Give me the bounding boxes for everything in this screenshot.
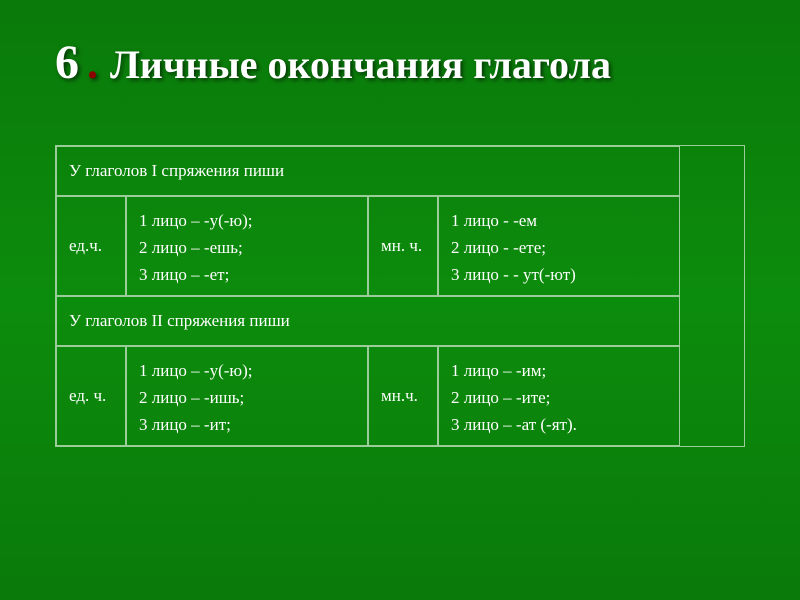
- section2-col2: 1 лицо – -у(-ю); 2 лицо – -ишь; 3 лицо –…: [126, 346, 368, 446]
- section2-header-text: У глаголов II спряжения пиши: [69, 311, 667, 331]
- section2-col4-line1: 2 лицо – -ите;: [451, 384, 667, 411]
- section1-col2-line1: 2 лицо – -ешь;: [139, 234, 355, 261]
- section2-col1-label: ед. ч.: [69, 386, 113, 406]
- title-dot: .: [87, 38, 98, 89]
- section2-col2-line1: 2 лицо – -ишь;: [139, 384, 355, 411]
- section1-col1: ед.ч.: [56, 196, 126, 296]
- title-text: Личные окончания глагола: [110, 41, 611, 88]
- section1-header-text: У глаголов I спряжения пиши: [69, 161, 667, 181]
- section1-col2: 1 лицо – -у(-ю); 2 лицо – -ешь; 3 лицо –…: [126, 196, 368, 296]
- verb-endings-table: У глаголов I спряжения пиши ед.ч. 1 лицо…: [55, 145, 745, 447]
- section2-col4: 1 лицо – -им; 2 лицо – -ите; 3 лицо – -а…: [438, 346, 680, 446]
- section2-col2-line2: 3 лицо – -ит;: [139, 411, 355, 438]
- section1-col2-line2: 3 лицо – -ет;: [139, 261, 355, 288]
- section1-header: У глаголов I спряжения пиши: [56, 146, 680, 196]
- section2-header: У глаголов II спряжения пиши: [56, 296, 680, 346]
- section1-col3-label: мн. ч.: [381, 236, 425, 256]
- section1-col3: мн. ч.: [368, 196, 438, 296]
- slide-container: 6 . Личные окончания глагола У глаголов …: [0, 0, 800, 447]
- section1-col4-line2: 3 лицо - - ут(-ют): [451, 261, 667, 288]
- title-number: 6: [55, 35, 79, 90]
- slide-title: 6 . Личные окончания глагола: [55, 35, 745, 90]
- section1-col4-line1: 2 лицо - -ете;: [451, 234, 667, 261]
- section2-col3-label: мн.ч.: [381, 386, 425, 406]
- section1-col4: 1 лицо - -ем 2 лицо - -ете; 3 лицо - - у…: [438, 196, 680, 296]
- section2-col4-line0: 1 лицо – -им;: [451, 357, 667, 384]
- section2-col3: мн.ч.: [368, 346, 438, 446]
- section2-col4-line2: 3 лицо – -ат (-ят).: [451, 411, 667, 438]
- section2-col1: ед. ч.: [56, 346, 126, 446]
- section1-col1-label: ед.ч.: [69, 236, 113, 256]
- section2-col2-line0: 1 лицо – -у(-ю);: [139, 357, 355, 384]
- section1-col2-line0: 1 лицо – -у(-ю);: [139, 207, 355, 234]
- section1-col4-line0: 1 лицо - -ем: [451, 207, 667, 234]
